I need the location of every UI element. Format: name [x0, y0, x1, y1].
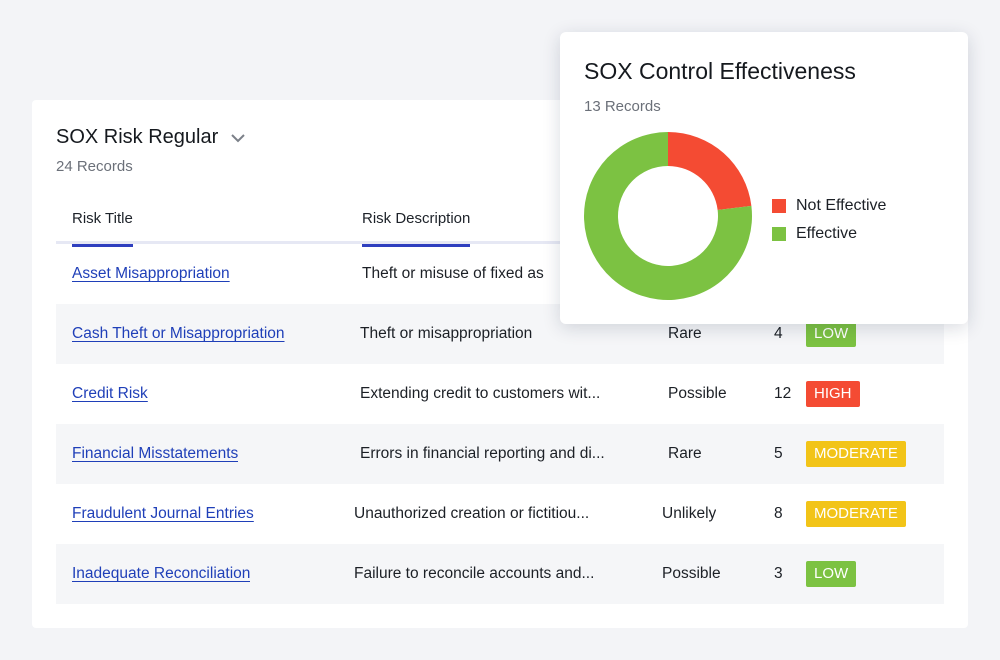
table-header: Risk Title Risk Description	[56, 208, 944, 247]
table-row[interactable]: Credit Risk Extending credit to customers…	[56, 364, 944, 424]
control-effectiveness-popup: SOX Control Effectiveness 13 Records Not…	[560, 32, 968, 324]
risk-title-link[interactable]: Fraudulent Journal Entries	[72, 505, 254, 522]
likelihood: Unlikely	[662, 505, 717, 522]
record-count: 24 Records	[56, 158, 133, 175]
risk-description: Extending credit to customers wit...	[360, 385, 601, 402]
legend-item[interactable]: Effective	[772, 220, 886, 248]
legend-swatch	[772, 199, 786, 213]
risk-description: Unauthorized creation or fictitiou...	[354, 505, 590, 522]
legend-swatch	[772, 227, 786, 241]
risk-title-link[interactable]: Credit Risk	[72, 385, 148, 402]
column-header-risk-title[interactable]: Risk Title	[72, 208, 133, 247]
legend-label: Effective	[796, 225, 858, 242]
chart-title: SOX Control Effectiveness	[584, 58, 856, 84]
column-header-risk-description[interactable]: Risk Description	[362, 208, 471, 247]
table-row[interactable]: Financial Misstatements Errors in financi…	[56, 424, 944, 484]
chart-legend: Not Effective Effective	[772, 192, 886, 248]
table-row[interactable]: Fraudulent Journal Entries Unauthorized c…	[56, 484, 944, 544]
likelihood: Possible	[668, 385, 727, 402]
likelihood: Rare	[668, 325, 702, 342]
risk-score: 4	[774, 325, 783, 342]
donut-slice-effective[interactable]	[584, 132, 752, 300]
risk-description: Errors in financial reporting and di...	[360, 445, 605, 462]
risk-title-link[interactable]: Financial Misstatements	[72, 445, 239, 462]
risk-score: 3	[774, 565, 783, 582]
donut-slice-not-effective[interactable]	[668, 132, 752, 210]
risk-rating-badge: MODERATE	[806, 441, 906, 467]
risk-title-link[interactable]: Inadequate Reconciliation	[72, 565, 251, 582]
table-row[interactable]: Asset Misappropriation Theft or misuse of…	[56, 244, 944, 304]
risk-rating-badge: LOW	[806, 321, 857, 347]
likelihood: Rare	[668, 445, 702, 462]
risk-score: 12	[774, 385, 792, 402]
risk-title-link[interactable]: Cash Theft or Misappropriation	[72, 325, 285, 342]
risk-score: 8	[774, 505, 783, 522]
legend-item[interactable]: Not Effective	[772, 192, 886, 220]
risk-rating-badge: MODERATE	[806, 501, 906, 527]
chevron-down-icon[interactable]	[230, 133, 246, 143]
risk-description: Theft or misappropriation	[360, 325, 533, 342]
table-row[interactable]: Inadequate Reconciliation Failure to reco…	[56, 544, 944, 604]
table-title[interactable]: SOX Risk Regular	[56, 126, 246, 149]
risk-description: Theft or misuse of fixed as	[362, 265, 544, 282]
risk-description: Failure to reconcile accounts and...	[354, 565, 595, 582]
table-title-text: SOX Risk Regular	[56, 126, 219, 148]
risk-title-link[interactable]: Asset Misappropriation	[72, 265, 230, 282]
risk-rating-badge: LOW	[806, 561, 857, 587]
donut-chart	[584, 132, 752, 300]
legend-label: Not Effective	[796, 197, 887, 214]
table-row[interactable]: Cash Theft or Misappropriation Theft or m…	[56, 304, 944, 364]
chart-record-count: 13 Records	[584, 98, 661, 115]
risk-score: 5	[774, 445, 783, 462]
likelihood: Possible	[662, 565, 721, 582]
risk-rating-badge: HIGH	[806, 381, 860, 407]
